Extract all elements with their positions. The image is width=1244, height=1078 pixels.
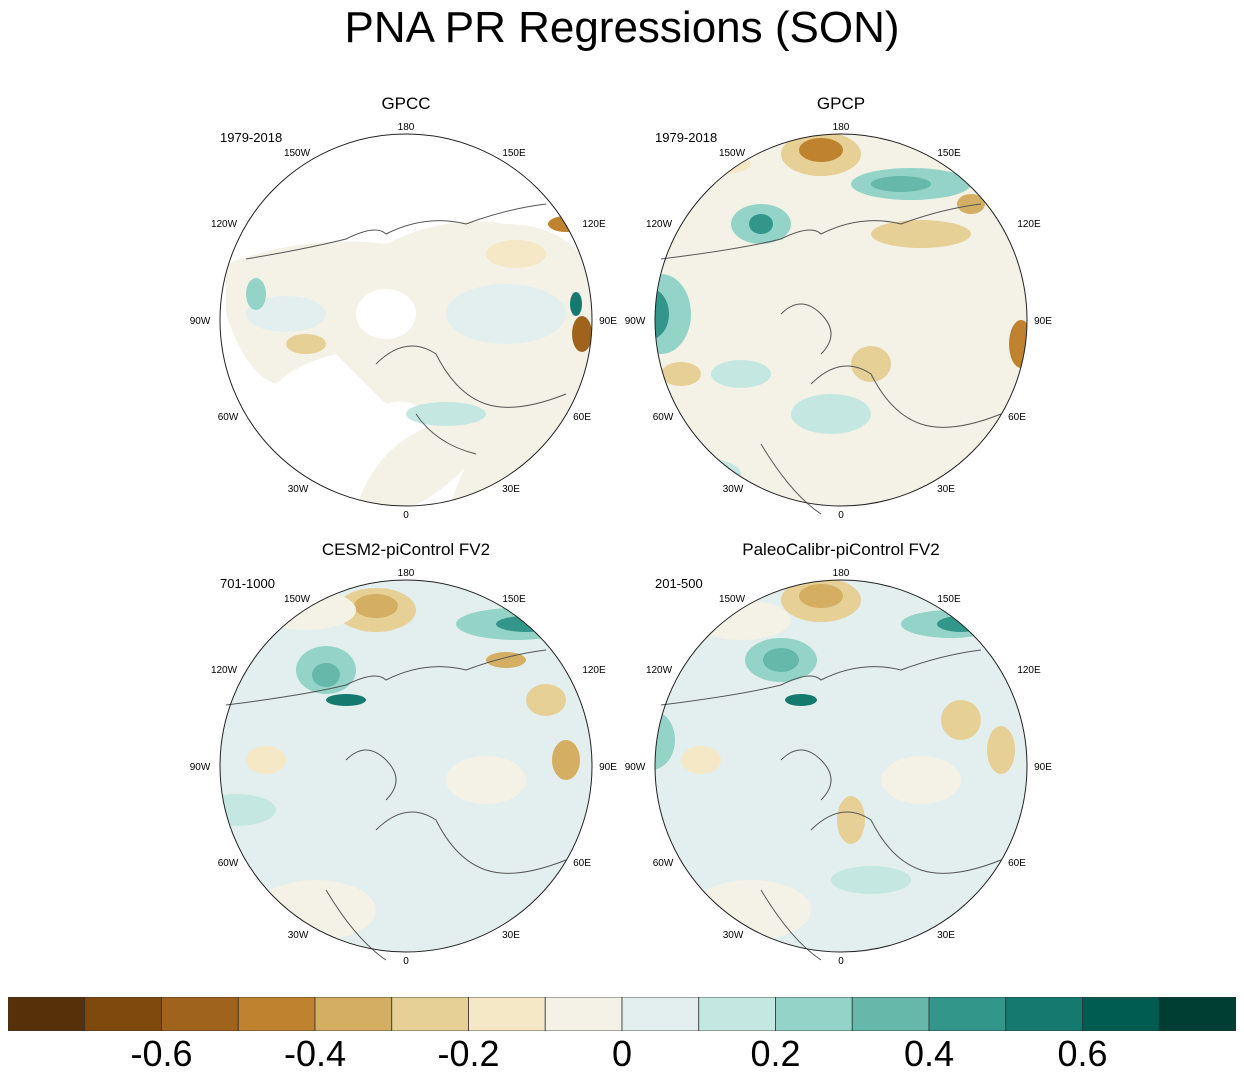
colorbar-swatch bbox=[544, 997, 623, 1031]
lon-label: 120E bbox=[1017, 665, 1041, 676]
lon-label: 30E bbox=[937, 484, 955, 495]
lon-label: 30W bbox=[288, 930, 309, 941]
figure-title: PNA PR Regressions (SON) bbox=[344, 3, 900, 52]
lon-label: 0 bbox=[403, 510, 409, 521]
lon-label: 90W bbox=[190, 316, 211, 327]
colorbar-tick-label: 0 bbox=[611, 1033, 633, 1074]
lon-label: 150W bbox=[284, 594, 311, 605]
colorbar-swatch bbox=[1158, 997, 1236, 1031]
colorbar-swatch bbox=[237, 997, 316, 1031]
colorbar-tick-label: 0.2 bbox=[750, 1033, 801, 1074]
lon-label: 30W bbox=[723, 484, 744, 495]
panel-title: GPCP bbox=[816, 94, 866, 113]
colorbar-swatch bbox=[468, 997, 546, 1031]
map-panel-gpcc: GPCC 1979-2018 180 150E 120E 9 bbox=[186, 94, 626, 534]
lon-label: 150E bbox=[937, 594, 961, 605]
panel-period: 701-1000 bbox=[220, 576, 275, 591]
colorbar-tick-label: -0.6 bbox=[130, 1033, 193, 1074]
lon-label: 150W bbox=[284, 148, 311, 159]
lon-label: 90W bbox=[625, 762, 646, 773]
lon-label: 0 bbox=[403, 956, 409, 967]
colorbar-swatch bbox=[851, 997, 930, 1031]
lon-label: 120W bbox=[646, 665, 673, 676]
lon-label: 120E bbox=[582, 219, 606, 230]
colorbar-tick-label: 0.4 bbox=[903, 1033, 955, 1074]
polar-map: 180 150E 120E 90E 60E 30E 0 30W 60W 90W … bbox=[190, 568, 618, 967]
colorbar-swatch bbox=[775, 997, 853, 1031]
lon-label: 30W bbox=[723, 930, 744, 941]
lon-label: 90W bbox=[625, 316, 646, 327]
colorbar-swatch bbox=[161, 997, 239, 1031]
colorbar-swatch bbox=[8, 997, 86, 1031]
lon-label: 150W bbox=[719, 594, 746, 605]
colorbar-tick-label: -0.2 bbox=[437, 1033, 500, 1074]
lon-label: 90E bbox=[1034, 316, 1052, 327]
lon-label: 90E bbox=[1034, 762, 1052, 773]
map-panel-gpcp: GPCP 1979-2018 bbox=[621, 94, 1061, 534]
lon-label: 0 bbox=[838, 510, 844, 521]
lon-label: 90E bbox=[599, 762, 617, 773]
lon-label: 120W bbox=[211, 219, 238, 230]
lon-label: 60E bbox=[573, 412, 591, 423]
lon-label: 180 bbox=[398, 568, 415, 579]
lon-label: 90W bbox=[190, 762, 211, 773]
colorbar-swatch bbox=[621, 997, 700, 1031]
colorbar-swatch bbox=[1082, 997, 1160, 1031]
colorbar-swatch bbox=[928, 997, 1007, 1031]
lon-label: 180 bbox=[833, 568, 850, 579]
lon-label: 90E bbox=[599, 316, 617, 327]
polar-map: 180 150E 120E 90E 60E 30E 0 30W 60W 90W … bbox=[625, 122, 1053, 521]
colorbar-swatch bbox=[84, 997, 162, 1031]
polar-map: 180 150E 120E 90E 60E 30E 0 30W 60W 90W … bbox=[190, 122, 618, 521]
lon-label: 60E bbox=[1008, 412, 1026, 423]
lon-label: 60W bbox=[218, 412, 239, 423]
lon-label: 150E bbox=[502, 594, 526, 605]
lon-label: 60W bbox=[218, 858, 239, 869]
panel-title: CESM2-piControl FV2 bbox=[321, 540, 491, 559]
lon-label: 120E bbox=[582, 665, 606, 676]
panel-title: GPCC bbox=[381, 94, 431, 113]
lon-label: 180 bbox=[833, 122, 850, 133]
map-panel-paleocalibr: PaleoCalibr-piControl FV2 201-500 bbox=[621, 540, 1061, 980]
panel-period: 1979-2018 bbox=[655, 130, 718, 145]
colorbar bbox=[8, 997, 1236, 1031]
lon-label: 30E bbox=[502, 930, 520, 941]
lon-label: 30E bbox=[502, 484, 520, 495]
panel-period: 1979-2018 bbox=[220, 130, 283, 145]
lon-label: 60E bbox=[573, 858, 591, 869]
lon-label: 60E bbox=[1008, 858, 1026, 869]
colorbar-swatch bbox=[1005, 997, 1083, 1031]
colorbar-swatch bbox=[391, 997, 469, 1031]
panel-title: PaleoCalibr-piControl FV2 bbox=[742, 540, 940, 559]
lon-label: 180 bbox=[398, 122, 415, 133]
colorbar-swatch bbox=[698, 997, 776, 1031]
lon-label: 150E bbox=[937, 148, 961, 159]
colorbar-tick-label: -0.4 bbox=[283, 1033, 347, 1074]
lon-label: 150W bbox=[719, 148, 746, 159]
lon-label: 30W bbox=[288, 484, 309, 495]
lon-label: 30E bbox=[937, 930, 955, 941]
lon-label: 120W bbox=[211, 665, 238, 676]
colorbar-tick-label: 0.6 bbox=[1057, 1033, 1108, 1074]
lon-label: 120E bbox=[1017, 219, 1041, 230]
map-panel-cesm2: CESM2-piControl FV2 701-1000 bbox=[186, 540, 626, 980]
lon-label: 120W bbox=[646, 219, 673, 230]
lon-label: 150E bbox=[502, 148, 526, 159]
panel-period: 201-500 bbox=[655, 576, 703, 591]
lon-label: 0 bbox=[838, 956, 844, 967]
lon-label: 60W bbox=[653, 858, 674, 869]
colorbar-swatch bbox=[314, 997, 393, 1031]
lon-label: 60W bbox=[653, 412, 674, 423]
polar-map: 180 150E 120E 90E 60E 30E 0 30W 60W 90W … bbox=[625, 568, 1053, 967]
